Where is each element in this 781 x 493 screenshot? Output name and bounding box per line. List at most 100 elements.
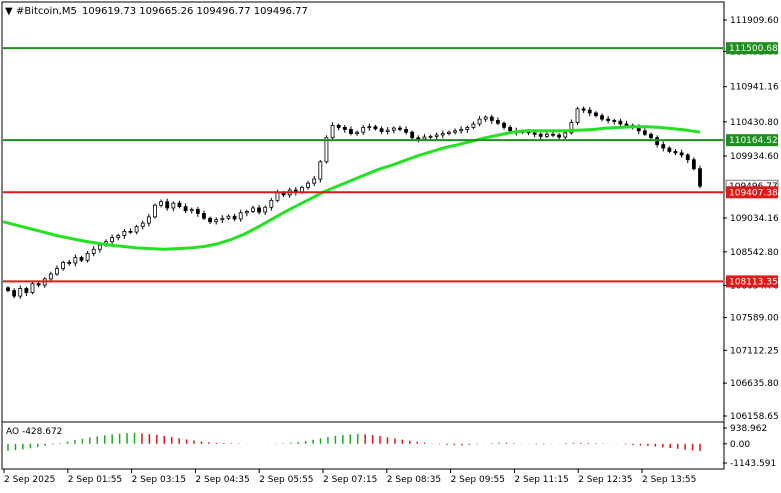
- candle: [257, 204, 261, 215]
- candle: [649, 132, 653, 140]
- candle: [251, 205, 255, 214]
- candle: [24, 286, 29, 297]
- candle: [183, 203, 188, 213]
- ao-tick-label: -1143.591: [730, 459, 776, 469]
- candle: [238, 209, 243, 222]
- level-109407-tag: 109407.38: [726, 186, 778, 199]
- candle: [189, 207, 194, 214]
- candle: [361, 124, 366, 136]
- price-tick-label: 111909.60: [730, 16, 779, 26]
- candle: [110, 234, 115, 244]
- candle: [642, 127, 647, 136]
- ohlc-values: 109619.73 109665.26 109496.77 109496.77: [82, 6, 308, 17]
- candle: [146, 213, 151, 227]
- candle: [153, 203, 157, 219]
- candle: [220, 215, 225, 224]
- time-tick-label: 2 Sep 11:15: [514, 475, 568, 485]
- candle: [557, 133, 562, 140]
- candle: [214, 217, 219, 225]
- candle: [379, 126, 384, 134]
- candle: [410, 130, 415, 141]
- candle: [471, 121, 476, 130]
- candle: [128, 228, 133, 234]
- candle: [538, 132, 543, 140]
- candle: [428, 134, 433, 140]
- candle: [263, 205, 268, 215]
- price-tick-label: 106158.65: [730, 412, 779, 422]
- ao-tick-label: 0.00: [730, 440, 750, 450]
- candle: [691, 157, 696, 171]
- time-tick-label: 2 Sep 04:35: [195, 475, 249, 485]
- time-tick-label: 2 Sep 12:35: [578, 475, 632, 485]
- candle: [177, 200, 182, 209]
- candle: [459, 126, 464, 134]
- candle: [453, 128, 457, 135]
- horizontal-levels[interactable]: [3, 47, 723, 283]
- price-tick-label: 107112.25: [730, 346, 779, 356]
- candle: [434, 132, 439, 140]
- ao-label: AO -428.672: [6, 427, 62, 437]
- price-tick-label: 109034.16: [730, 214, 779, 224]
- time-tick-label: 2 Sep 05:55: [259, 475, 313, 485]
- candle: [355, 130, 359, 136]
- symbol-label: #Bitcoin,M5: [16, 6, 77, 17]
- candle: [342, 124, 347, 133]
- candle: [73, 254, 78, 267]
- candle: [67, 259, 72, 266]
- level-111500-tag: 111500.68: [726, 42, 778, 55]
- candle: [404, 126, 408, 135]
- candle: [667, 146, 672, 154]
- time-tick-label: 2 Sep 2025: [4, 475, 55, 485]
- candle: [134, 224, 139, 235]
- candle: [465, 125, 470, 133]
- ao-tick-label: 938.962: [730, 424, 767, 434]
- candle: [685, 153, 690, 164]
- time-tick-label: 2 Sep 13:55: [642, 475, 696, 485]
- candle: [581, 106, 586, 113]
- candle: [618, 118, 623, 126]
- candle: [606, 116, 611, 124]
- candle: [269, 197, 274, 211]
- candle: [673, 149, 678, 156]
- candle: [330, 122, 335, 140]
- candle: [318, 160, 323, 183]
- candle: [12, 288, 17, 299]
- time-tick-label: 2 Sep 09:55: [451, 475, 505, 485]
- candle: [6, 286, 10, 293]
- ao-plot-frame: [1, 421, 725, 470]
- level-110164-tag: 110164.52: [726, 134, 778, 147]
- ao-axis: 938.962 0.00 -1143.591: [723, 424, 776, 469]
- candle: [232, 213, 237, 222]
- svg-text:110164.52: 110164.52: [729, 136, 778, 146]
- candle: [165, 198, 170, 211]
- candle: [226, 214, 231, 221]
- candle: [569, 119, 574, 135]
- time-tick-label: 2 Sep 03:15: [132, 475, 186, 485]
- candle: [440, 130, 445, 139]
- price-tick-label: 110941.16: [730, 83, 779, 93]
- candle: [122, 228, 127, 239]
- price-tick-label: 108542.80: [730, 248, 779, 258]
- candle: [698, 165, 702, 189]
- candle: [116, 233, 121, 241]
- candle: [496, 117, 500, 125]
- candle: [18, 285, 23, 299]
- candle: [55, 265, 59, 276]
- level-108113-tag: 108113.35: [726, 275, 778, 288]
- candle: [79, 255, 84, 263]
- candle: [545, 131, 549, 139]
- price-tick-label: 109934.60: [730, 152, 779, 162]
- collapse-arrow-icon[interactable]: ▼: [5, 6, 13, 17]
- candle: [447, 130, 451, 136]
- candle: [385, 127, 390, 135]
- candle: [489, 114, 494, 124]
- moving-average-line: [2, 125, 701, 251]
- candle: [502, 121, 506, 130]
- candle: [349, 126, 353, 136]
- time-tick-label: 2 Sep 08:35: [387, 475, 441, 485]
- candle: [477, 116, 482, 127]
- candle: [575, 107, 580, 125]
